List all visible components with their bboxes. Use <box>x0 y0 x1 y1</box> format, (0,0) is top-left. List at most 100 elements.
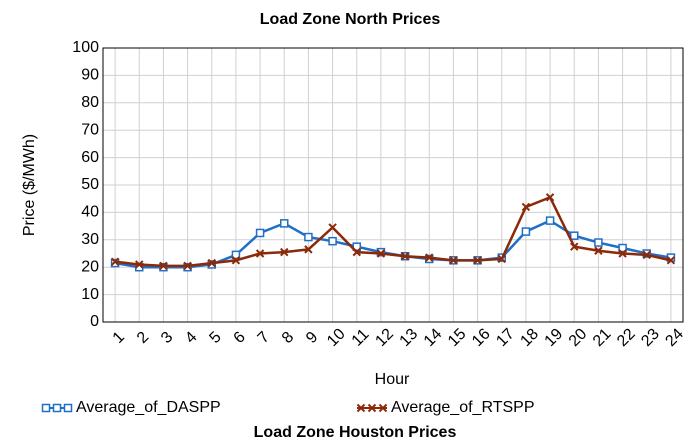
x-tick-label: 10 <box>324 325 349 350</box>
x-tick-label: 18 <box>517 325 542 350</box>
marker-square <box>304 232 313 242</box>
x-axis-label: Hour <box>375 371 410 388</box>
x-tick-label: 4 <box>182 329 200 347</box>
marker-x-stroke <box>594 246 603 255</box>
x-tick-label: 8 <box>279 329 297 347</box>
x-tick-label: 22 <box>614 325 639 350</box>
marker-x <box>473 256 482 265</box>
marker-x-stroke <box>666 256 676 265</box>
marker-x <box>618 249 627 258</box>
y-tick-label: 10 <box>81 286 99 303</box>
series-line <box>114 195 672 268</box>
x-tick-label: 3 <box>158 329 176 347</box>
marker-square <box>63 403 73 413</box>
marker-square <box>570 231 579 240</box>
x-tick-label: 16 <box>469 325 494 350</box>
y-tick-label: 90 <box>81 67 99 84</box>
marker-x-stroke <box>367 403 377 413</box>
chart-title: Load Zone North Prices <box>260 11 441 28</box>
next-chart-title: Load Zone Houston Prices <box>254 424 457 441</box>
x-tick-label: 12 <box>372 325 397 350</box>
x-tick-label: 19 <box>542 325 567 350</box>
x-tick-label: 13 <box>397 325 422 350</box>
x-tick-label: 15 <box>445 325 470 350</box>
marker-x-stroke <box>356 403 366 413</box>
marker-x <box>356 403 366 413</box>
y-tick-label: 30 <box>81 231 99 248</box>
marker-x <box>425 253 434 262</box>
x-tick-label: 11 <box>349 326 373 350</box>
marker-x <box>159 261 168 271</box>
y-axis-label: Price ($/MWh) <box>21 134 38 236</box>
marker-x <box>280 247 289 257</box>
y-tick-label: 40 <box>81 204 99 221</box>
marker-x-stroke <box>376 249 386 258</box>
marker-square <box>52 403 62 413</box>
marker-x-stroke <box>135 260 144 269</box>
marker-x <box>183 261 192 271</box>
marker-x-stroke <box>352 247 361 257</box>
marker-square <box>231 250 241 260</box>
marker-x <box>135 260 144 269</box>
marker-square <box>255 228 265 238</box>
marker-x <box>352 247 361 257</box>
marker-square <box>352 242 361 251</box>
marker-square <box>41 403 51 413</box>
marker-x <box>570 242 579 251</box>
x-tick-label: 23 <box>638 325 663 350</box>
marker-x <box>594 246 603 255</box>
marker-square <box>594 238 603 247</box>
x-tick-label: 14 <box>421 325 446 350</box>
marker-x <box>378 403 388 413</box>
marker-x-stroke <box>231 256 241 265</box>
marker-x-stroke <box>425 253 434 262</box>
y-tick-label: 0 <box>90 313 99 330</box>
marker-x <box>400 252 410 261</box>
y-tick-label: 60 <box>81 149 99 166</box>
marker-x-stroke <box>110 257 120 266</box>
x-tick-label: 9 <box>303 329 321 347</box>
marker-x-stroke <box>497 254 506 264</box>
y-tick-label: 70 <box>81 121 99 138</box>
legend-label: Average_of_DASPP <box>76 399 221 416</box>
marker-x-stroke <box>521 202 531 212</box>
marker-x-stroke <box>183 261 192 271</box>
marker-square <box>618 243 627 253</box>
marker-square <box>328 236 337 246</box>
plot-frame <box>102 47 684 323</box>
marker-x <box>367 403 377 413</box>
marker-x <box>207 258 216 268</box>
marker-x-stroke <box>159 261 168 271</box>
x-tick-label: 24 <box>662 325 687 350</box>
series-line <box>114 219 672 269</box>
marker-x <box>666 256 676 265</box>
y-tick-label: 20 <box>81 258 99 275</box>
marker-x <box>255 249 265 258</box>
x-tick-label: 7 <box>255 329 273 347</box>
x-tick-label: 2 <box>134 329 152 347</box>
marker-x <box>304 245 313 254</box>
x-tick-label: 17 <box>493 325 518 350</box>
marker-x-stroke <box>378 403 388 413</box>
marker-square <box>521 227 531 236</box>
marker-x-stroke <box>304 245 313 254</box>
marker-x <box>328 223 337 232</box>
marker-x-stroke <box>449 256 458 265</box>
marker-x <box>376 249 386 258</box>
marker-x-stroke <box>545 193 555 202</box>
marker-x <box>521 202 531 212</box>
marker-square <box>280 219 289 228</box>
marker-x <box>545 193 555 202</box>
marker-x <box>449 256 458 265</box>
marker-x-stroke <box>400 252 410 261</box>
marker-x <box>231 256 241 265</box>
marker-x <box>110 257 120 266</box>
marker-x-stroke <box>570 242 579 251</box>
marker-square <box>545 216 555 225</box>
x-tick-label: 1 <box>110 329 128 347</box>
legend-label: Average_of_RTSPP <box>391 399 535 416</box>
y-tick-label: 100 <box>72 39 99 56</box>
x-tick-label: 20 <box>566 325 591 350</box>
x-tick-label: 21 <box>590 325 615 350</box>
